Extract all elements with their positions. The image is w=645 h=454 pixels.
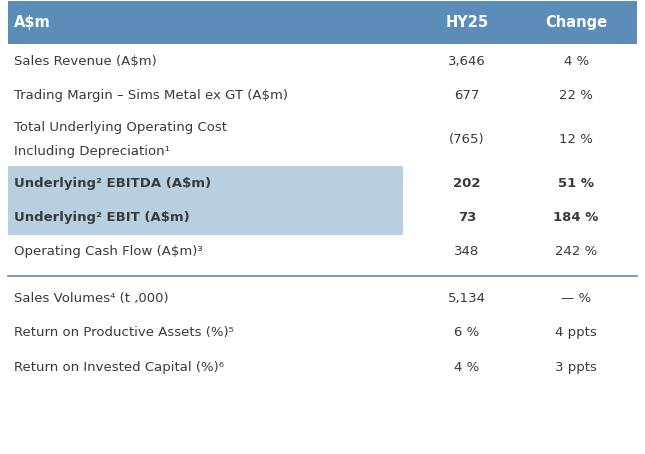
Text: — %: — % — [561, 292, 591, 305]
Text: 51 %: 51 % — [558, 177, 594, 190]
Text: 4 ppts: 4 ppts — [555, 326, 597, 340]
Text: 3,646: 3,646 — [448, 55, 486, 68]
Text: Underlying² EBITDA (A$m): Underlying² EBITDA (A$m) — [14, 177, 212, 190]
Text: Underlying² EBIT (A$m): Underlying² EBIT (A$m) — [14, 211, 190, 224]
Text: Return on Invested Capital (%)⁶: Return on Invested Capital (%)⁶ — [14, 361, 224, 374]
Text: Return on Productive Assets (%)⁵: Return on Productive Assets (%)⁵ — [14, 326, 234, 340]
Text: 12 %: 12 % — [559, 133, 593, 146]
Text: 184 %: 184 % — [553, 211, 599, 224]
Text: 4 %: 4 % — [454, 361, 480, 374]
Text: Trading Margin – Sims Metal ex GT (A$m): Trading Margin – Sims Metal ex GT (A$m) — [14, 89, 288, 102]
Text: Sales Revenue (A$m): Sales Revenue (A$m) — [14, 55, 157, 68]
Bar — [8, 1, 637, 44]
Text: 677: 677 — [454, 89, 480, 102]
Text: 242 %: 242 % — [555, 245, 597, 258]
Text: Operating Cash Flow (A$m)³: Operating Cash Flow (A$m)³ — [14, 245, 203, 258]
Text: HY25: HY25 — [446, 15, 488, 30]
Text: Total Underlying Operating Cost: Total Underlying Operating Cost — [14, 121, 227, 133]
Text: 5,134: 5,134 — [448, 292, 486, 305]
Text: (765): (765) — [449, 133, 485, 146]
Bar — [8, 166, 402, 235]
Text: 202: 202 — [453, 177, 481, 190]
Text: Sales Volumes⁴ (t ,000): Sales Volumes⁴ (t ,000) — [14, 292, 169, 305]
Text: 73: 73 — [458, 211, 476, 224]
Text: 22 %: 22 % — [559, 89, 593, 102]
Text: 348: 348 — [454, 245, 480, 258]
Text: A$m: A$m — [14, 15, 51, 30]
Text: 3 ppts: 3 ppts — [555, 361, 597, 374]
Text: Change: Change — [545, 15, 607, 30]
Text: 6 %: 6 % — [454, 326, 480, 340]
Text: 4 %: 4 % — [564, 55, 589, 68]
Text: Including Depreciation¹: Including Depreciation¹ — [14, 145, 170, 158]
